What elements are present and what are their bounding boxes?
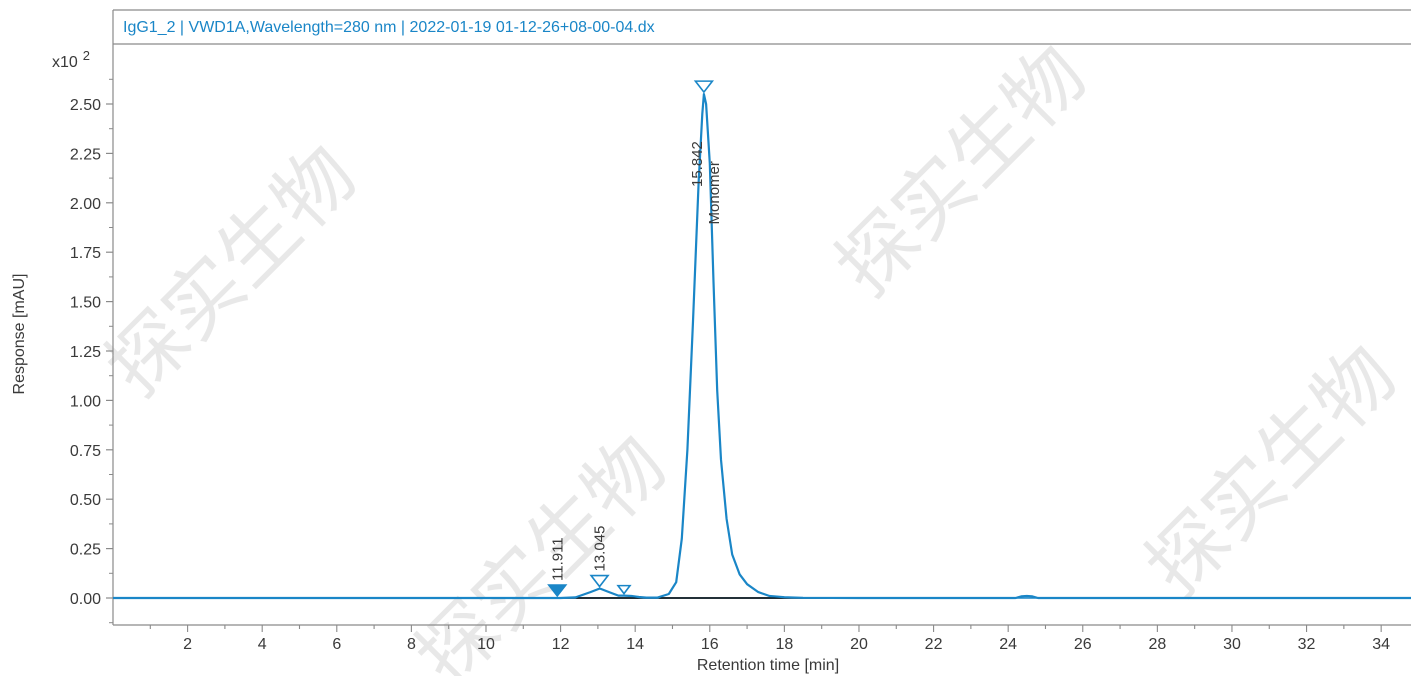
x-axis-title: Retention time [min] bbox=[697, 657, 839, 674]
series-line bbox=[113, 93, 1411, 600]
peak-markers: 11.911 13.045 15.842 Monomer bbox=[547, 80, 723, 598]
x-tick-label: 14 bbox=[626, 636, 644, 653]
x-tick-label: 16 bbox=[701, 636, 719, 653]
x-tick-label: 8 bbox=[407, 636, 416, 653]
x-tick-label: 30 bbox=[1223, 636, 1241, 653]
peak-retention-label: 15.842 bbox=[689, 141, 706, 187]
peak-marker bbox=[616, 584, 632, 595]
x-tick-label: 4 bbox=[258, 636, 267, 653]
x-tick-label: 28 bbox=[1148, 636, 1166, 653]
y-multiplier-exp: 2 bbox=[83, 48, 90, 63]
watermark-text: 探实生物 bbox=[90, 129, 374, 413]
x-tick-label: 22 bbox=[925, 636, 943, 653]
watermark-text: 探实生物 bbox=[820, 29, 1104, 313]
y-multiplier-base: x10 bbox=[52, 54, 78, 71]
x-tick-label: 12 bbox=[552, 636, 570, 653]
y-tick-label: 1.75 bbox=[70, 245, 101, 262]
peak-name-label: Monomer bbox=[706, 161, 723, 224]
x-tick-label: 10 bbox=[477, 636, 495, 653]
y-tick-label: 1.50 bbox=[70, 295, 101, 312]
x-tick-label: 26 bbox=[1074, 636, 1092, 653]
y-tick-label: 0.00 bbox=[70, 591, 101, 608]
x-axis-ticks: 2 4 6 8 10 12 14 16 18 20 22 24 26 28 30 32 34 bbox=[149, 625, 1390, 653]
y-tick-label: 2.50 bbox=[70, 97, 101, 114]
x-tick-label: 6 bbox=[332, 636, 341, 653]
y-tick-label: 0.75 bbox=[70, 443, 101, 460]
y-axis-ticks: 0.00 0.25 0.50 0.75 1.00 1.25 1.50 1.75 2.00 2.25… bbox=[70, 78, 113, 624]
x-tick-label: 2 bbox=[183, 636, 192, 653]
peak-marker bbox=[589, 574, 610, 588]
peak-marker bbox=[547, 584, 568, 598]
chart-title: IgG1_2 | VWD1A,Wavelength=280 nm | 2022-… bbox=[123, 19, 655, 36]
y-tick-label: 0.25 bbox=[70, 542, 101, 559]
peak-marker bbox=[693, 80, 715, 94]
y-axis-title: Response [mAU] bbox=[11, 274, 28, 395]
peak-retention-label: 13.045 bbox=[592, 526, 609, 572]
peak-retention-label: 11.911 bbox=[549, 537, 566, 581]
x-tick-label: 18 bbox=[775, 636, 793, 653]
plot-area: 11.911 13.045 15.842 Monomer bbox=[113, 80, 1411, 600]
y-tick-label: 1.00 bbox=[70, 393, 101, 410]
y-tick-label: 2.00 bbox=[70, 196, 101, 213]
x-tick-label: 24 bbox=[999, 636, 1017, 653]
x-tick-label: 20 bbox=[850, 636, 868, 653]
y-tick-label: 1.25 bbox=[70, 344, 101, 361]
y-tick-label: 2.25 bbox=[70, 146, 101, 163]
x-tick-label: 32 bbox=[1298, 636, 1316, 653]
watermark-text: 探实生物 bbox=[1130, 329, 1411, 613]
watermark-layer: 探实生物 探实生物 探实生物 探实生物 bbox=[90, 29, 1411, 676]
x-tick-label: 34 bbox=[1372, 636, 1390, 653]
y-multiplier: x10 2 bbox=[52, 48, 90, 71]
y-tick-label: 0.50 bbox=[70, 492, 101, 509]
